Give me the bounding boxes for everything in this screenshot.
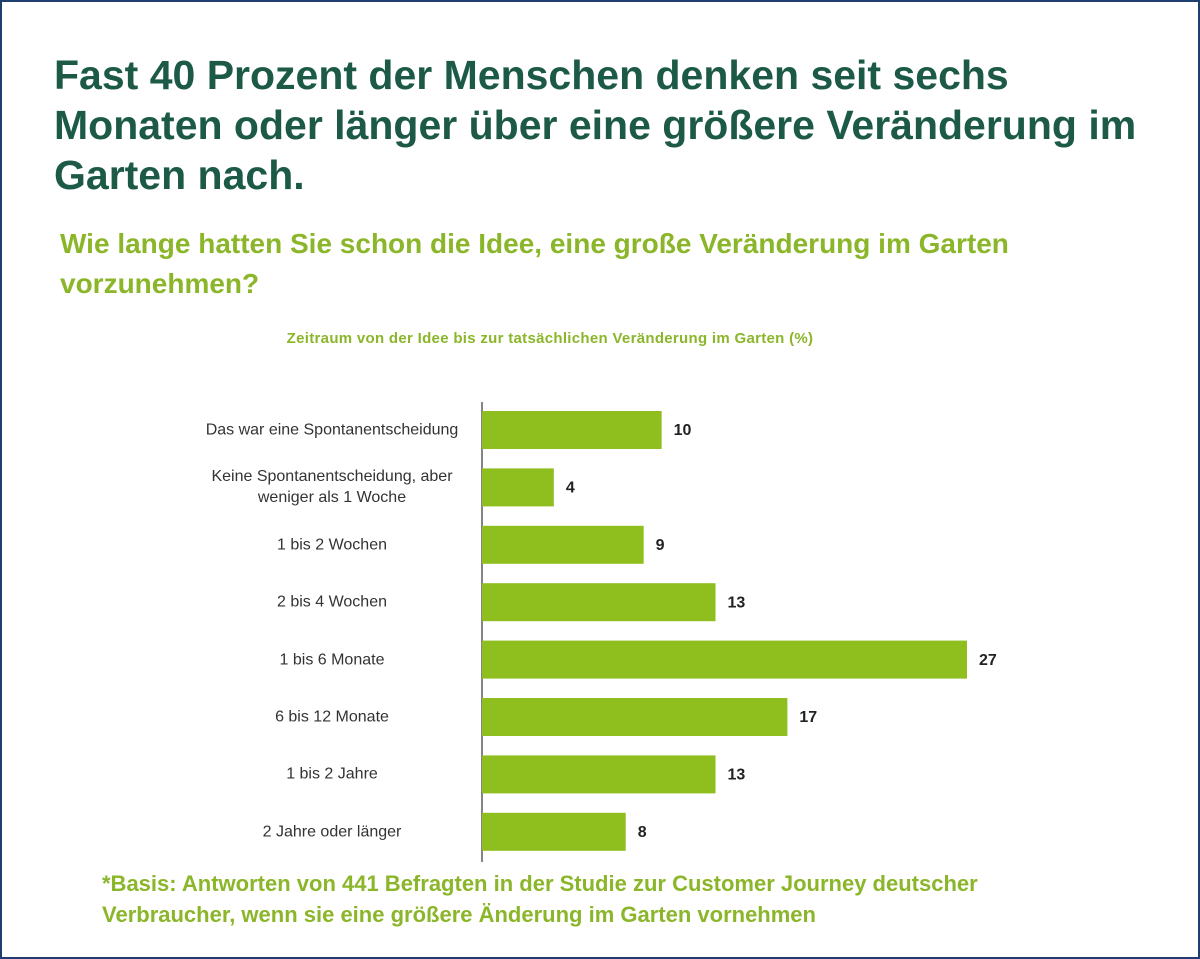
category-label: Das war eine Spontanentscheidung	[205, 421, 459, 439]
value-label: 10	[674, 422, 692, 439]
value-label: 8	[638, 824, 647, 841]
value-label: 9	[656, 537, 665, 554]
bar	[482, 411, 662, 449]
bar	[482, 755, 716, 794]
bar	[482, 525, 644, 564]
value-label: 27	[979, 652, 997, 669]
bar	[482, 812, 626, 851]
value-label: 17	[799, 709, 817, 726]
category-label: 1 bis 2 Jahre	[286, 765, 378, 783]
value-label: 13	[728, 767, 746, 784]
category-label: 2 Jahre oder länger	[262, 823, 402, 841]
bar	[482, 468, 554, 507]
category-label: 1 bis 2 Wochen	[277, 536, 387, 554]
category-label: 1 bis 6 Monate	[279, 651, 385, 669]
footnote: *Basis: Antworten von 441 Befragten in d…	[102, 871, 978, 927]
category-label: 6 bis 12 Monate	[275, 708, 389, 726]
category-label: Keine Spontanentscheidung, aber weniger …	[211, 468, 453, 507]
bar	[482, 698, 788, 736]
value-label: 4	[566, 480, 575, 497]
value-label: 13	[728, 594, 746, 611]
chart-title: Zeitraum von der Idee bis zur tatsächlic…	[286, 330, 814, 347]
bar	[482, 640, 967, 679]
bar	[482, 583, 716, 622]
title: Fast 40 Prozent der Menschen denken seit…	[54, 52, 1137, 198]
category-label: 2 bis 4 Wochen	[277, 593, 387, 611]
subtitle: Wie lange hatten Sie schon die Idee, ein…	[60, 228, 1009, 299]
